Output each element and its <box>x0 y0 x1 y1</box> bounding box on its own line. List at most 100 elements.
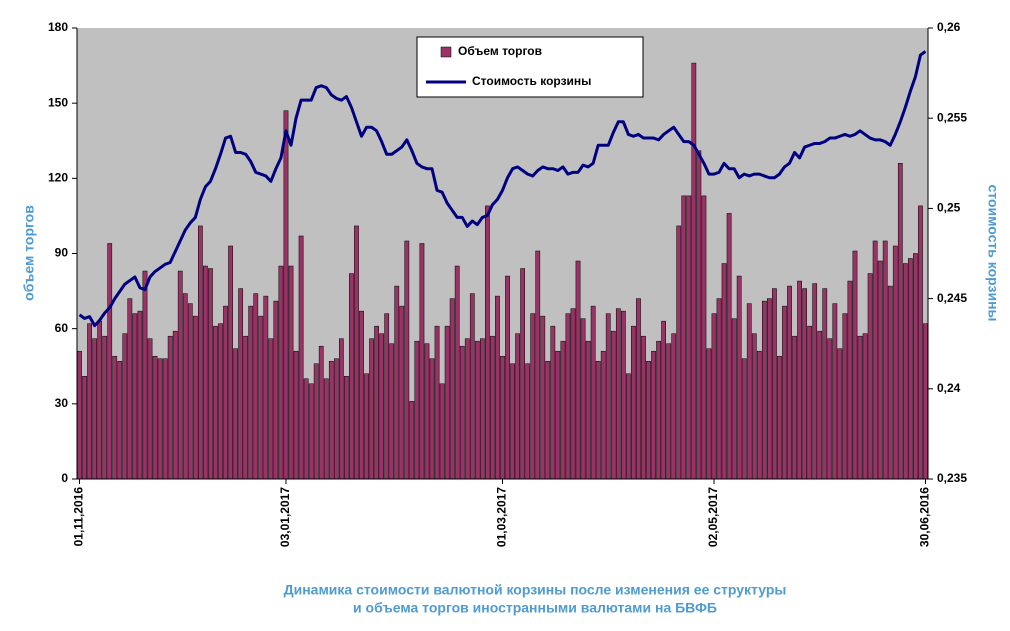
bar <box>454 265 460 480</box>
bar <box>847 280 853 480</box>
bar <box>631 325 636 480</box>
bar <box>686 195 692 480</box>
bar <box>585 340 591 480</box>
bar <box>379 333 385 480</box>
bar <box>399 305 405 480</box>
bar <box>328 360 334 480</box>
legend-label: Объем торгов <box>458 44 542 58</box>
bar <box>560 340 566 480</box>
y2-tick-label: 0,26 <box>937 20 961 34</box>
bar <box>726 213 732 480</box>
bar <box>424 343 430 480</box>
bar <box>192 315 198 480</box>
bar <box>112 355 118 480</box>
bar <box>283 110 289 480</box>
bar <box>338 338 344 480</box>
bar <box>555 350 561 480</box>
bar <box>706 348 712 480</box>
bar <box>127 298 133 480</box>
bar <box>187 303 193 480</box>
bar <box>817 330 823 480</box>
legend-label: Стоимость корзины <box>472 74 591 88</box>
bar <box>182 293 188 480</box>
bar <box>490 335 495 480</box>
bar <box>736 275 742 480</box>
bar <box>233 348 238 480</box>
bar <box>525 363 531 480</box>
bar <box>152 355 158 480</box>
bar <box>787 285 792 480</box>
x-tick-label: 02,05,2017 <box>706 487 720 547</box>
bar <box>414 340 420 480</box>
bar <box>384 313 390 480</box>
y2-tick-label: 0,24 <box>937 381 961 395</box>
bar <box>354 225 359 480</box>
bar <box>837 348 843 480</box>
bar <box>223 305 228 480</box>
bar <box>731 318 737 480</box>
y-tick-label: 60 <box>55 321 69 335</box>
bar <box>897 163 903 480</box>
bar <box>565 313 571 480</box>
bar <box>535 250 541 480</box>
bar <box>258 315 264 480</box>
bar <box>298 235 304 480</box>
bar <box>872 240 878 480</box>
bar <box>500 355 505 480</box>
bar <box>389 343 395 480</box>
bar <box>812 283 818 480</box>
y-tick-label: 90 <box>55 246 69 260</box>
bar <box>359 310 364 480</box>
bar <box>661 320 667 480</box>
bar <box>429 358 435 480</box>
bar <box>273 300 279 480</box>
bar <box>782 305 787 480</box>
bar <box>610 330 616 480</box>
bar <box>913 253 918 480</box>
bar <box>474 340 480 480</box>
bar <box>218 323 223 480</box>
bar <box>832 303 838 480</box>
bar <box>807 325 813 480</box>
bar <box>777 355 782 480</box>
bar <box>142 270 148 480</box>
bar <box>157 358 163 480</box>
bar <box>107 243 113 480</box>
bar <box>203 265 208 480</box>
bar <box>162 358 168 480</box>
bar <box>208 268 213 480</box>
bar <box>908 258 913 480</box>
bar <box>349 273 354 480</box>
bar <box>701 195 707 480</box>
bar <box>92 338 97 480</box>
bar <box>741 358 747 480</box>
bar <box>147 338 153 480</box>
y2-tick-label: 0,245 <box>937 291 967 305</box>
y-tick-label: 180 <box>48 20 68 34</box>
bar <box>495 295 500 480</box>
bar <box>77 350 82 480</box>
bar <box>122 333 128 480</box>
bar <box>761 300 767 480</box>
bar <box>288 265 294 480</box>
bar <box>620 310 626 480</box>
bar <box>464 338 470 480</box>
bar <box>485 205 490 480</box>
bar <box>656 340 661 480</box>
bar <box>580 318 586 480</box>
bar <box>877 260 883 480</box>
bar <box>767 298 772 480</box>
bar <box>651 350 656 480</box>
bar <box>318 345 324 480</box>
bar <box>313 363 319 480</box>
chart-title: и объема торгов иностранными валютами на… <box>353 600 717 616</box>
bar <box>323 378 329 480</box>
bar <box>177 270 183 480</box>
bar <box>862 333 868 480</box>
bar <box>590 305 596 480</box>
bar <box>852 250 858 480</box>
bar <box>681 195 687 480</box>
bar <box>102 335 108 480</box>
bar <box>364 373 369 480</box>
bar <box>636 298 641 480</box>
